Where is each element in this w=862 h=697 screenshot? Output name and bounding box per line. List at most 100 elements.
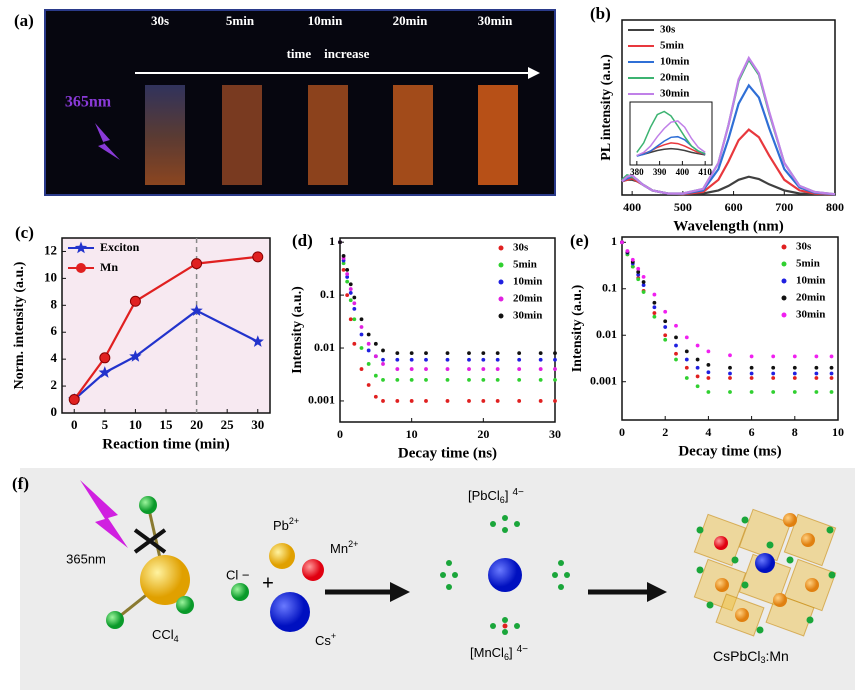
point (381, 362, 385, 366)
label-base: CCl (152, 627, 174, 642)
x-tick-label: 8 (792, 425, 798, 439)
x-tick-label: 390 (653, 167, 667, 177)
point (771, 376, 776, 380)
point (630, 257, 635, 262)
label-base: [MnCl (470, 645, 504, 660)
cl-ion (231, 583, 249, 601)
point (409, 377, 414, 382)
point (814, 390, 819, 394)
point (829, 354, 834, 359)
point (620, 240, 624, 245)
arrow-text: time increase (287, 46, 370, 61)
point (749, 390, 754, 394)
point (829, 376, 834, 380)
point (517, 377, 522, 382)
point (341, 261, 346, 266)
y-tick-label: 0.01 (314, 340, 335, 354)
point (481, 377, 486, 382)
point (695, 374, 700, 379)
y-tick-label: 2 (51, 377, 58, 392)
point (553, 367, 557, 371)
point (641, 280, 646, 284)
cl-atom (106, 611, 124, 629)
x-tick-label: 25 (221, 417, 235, 432)
cl-atom (139, 496, 157, 514)
point (652, 311, 657, 315)
c-atom (140, 555, 190, 605)
legend-label: 5min (660, 40, 684, 52)
ion-label: Mn2+ (330, 539, 358, 556)
point (663, 333, 668, 338)
legend-label: Exciton (100, 240, 140, 254)
series-line (636, 110, 706, 155)
label-end: ] (505, 488, 509, 503)
point (814, 371, 819, 376)
point (352, 317, 357, 322)
x-tick-label: 5 (102, 417, 109, 432)
point (674, 323, 678, 328)
x-axis-title: Wavelength (nm) (673, 218, 783, 234)
point (129, 350, 142, 362)
y-tick-label: 8 (51, 296, 58, 311)
chart: 0 10 20 30 0.001 0.01 0.1 1 30s 5min 10min 20min 30m… (290, 231, 561, 462)
x-tick-label: 0 (71, 417, 78, 432)
y-tick-label: 0.001 (308, 393, 335, 407)
legend-label: 20min (660, 72, 689, 84)
unit-label: [MnCl6] 4− (470, 644, 528, 663)
point (348, 282, 353, 287)
y-axis-title: Intensity (a.u.) (570, 284, 585, 372)
x-tick-label: 20 (477, 427, 489, 441)
point (641, 290, 646, 294)
x-axis-title: Reaction time (min) (102, 436, 229, 452)
crystal (693, 508, 837, 637)
x-tick-label: 10 (406, 427, 418, 441)
time-label: 20min (393, 13, 428, 28)
point (381, 348, 385, 353)
point (445, 399, 450, 403)
y-tick-label: 0.1 (602, 281, 617, 295)
legend-swatch (498, 279, 504, 285)
label-base: Mn (330, 541, 348, 556)
point (481, 351, 486, 356)
series-line (621, 128, 836, 196)
legend-label: 30min (513, 310, 542, 322)
point (771, 390, 776, 394)
y-tick-label: 4 (51, 350, 58, 365)
legend-swatch (781, 312, 787, 318)
x-tick-label: 4 (705, 425, 711, 439)
point (674, 335, 678, 340)
plus: + (262, 572, 274, 594)
plot-area (339, 237, 556, 423)
legend-swatch (781, 261, 787, 267)
y-axis-title: Norm. intensity (a.u.) (12, 261, 27, 389)
y-tick-label: 0 (51, 404, 58, 419)
point (674, 357, 678, 362)
point (630, 264, 635, 269)
point (345, 293, 350, 298)
point (792, 371, 797, 376)
x-tick-label: 400 (623, 200, 641, 214)
label-base: Cs (315, 633, 331, 648)
label-sup: 4− (517, 644, 529, 655)
point (652, 314, 657, 319)
point (663, 319, 668, 324)
y-axis-title: Intensity (a.u.) (290, 286, 305, 374)
octahedra (440, 515, 570, 635)
y-tick-label: 0.01 (596, 327, 617, 341)
point (684, 335, 689, 340)
point (706, 349, 711, 354)
point (641, 283, 646, 287)
point (792, 390, 797, 394)
point (553, 357, 557, 362)
point (517, 399, 522, 403)
point (345, 267, 350, 272)
point (728, 390, 732, 394)
point (252, 251, 264, 263)
legend-label: 30s (660, 24, 676, 36)
point (538, 377, 543, 382)
legend-label: 20min (513, 293, 542, 305)
point (98, 366, 111, 378)
point (495, 351, 500, 356)
x-axis-title: Decay time (ms) (678, 443, 781, 459)
